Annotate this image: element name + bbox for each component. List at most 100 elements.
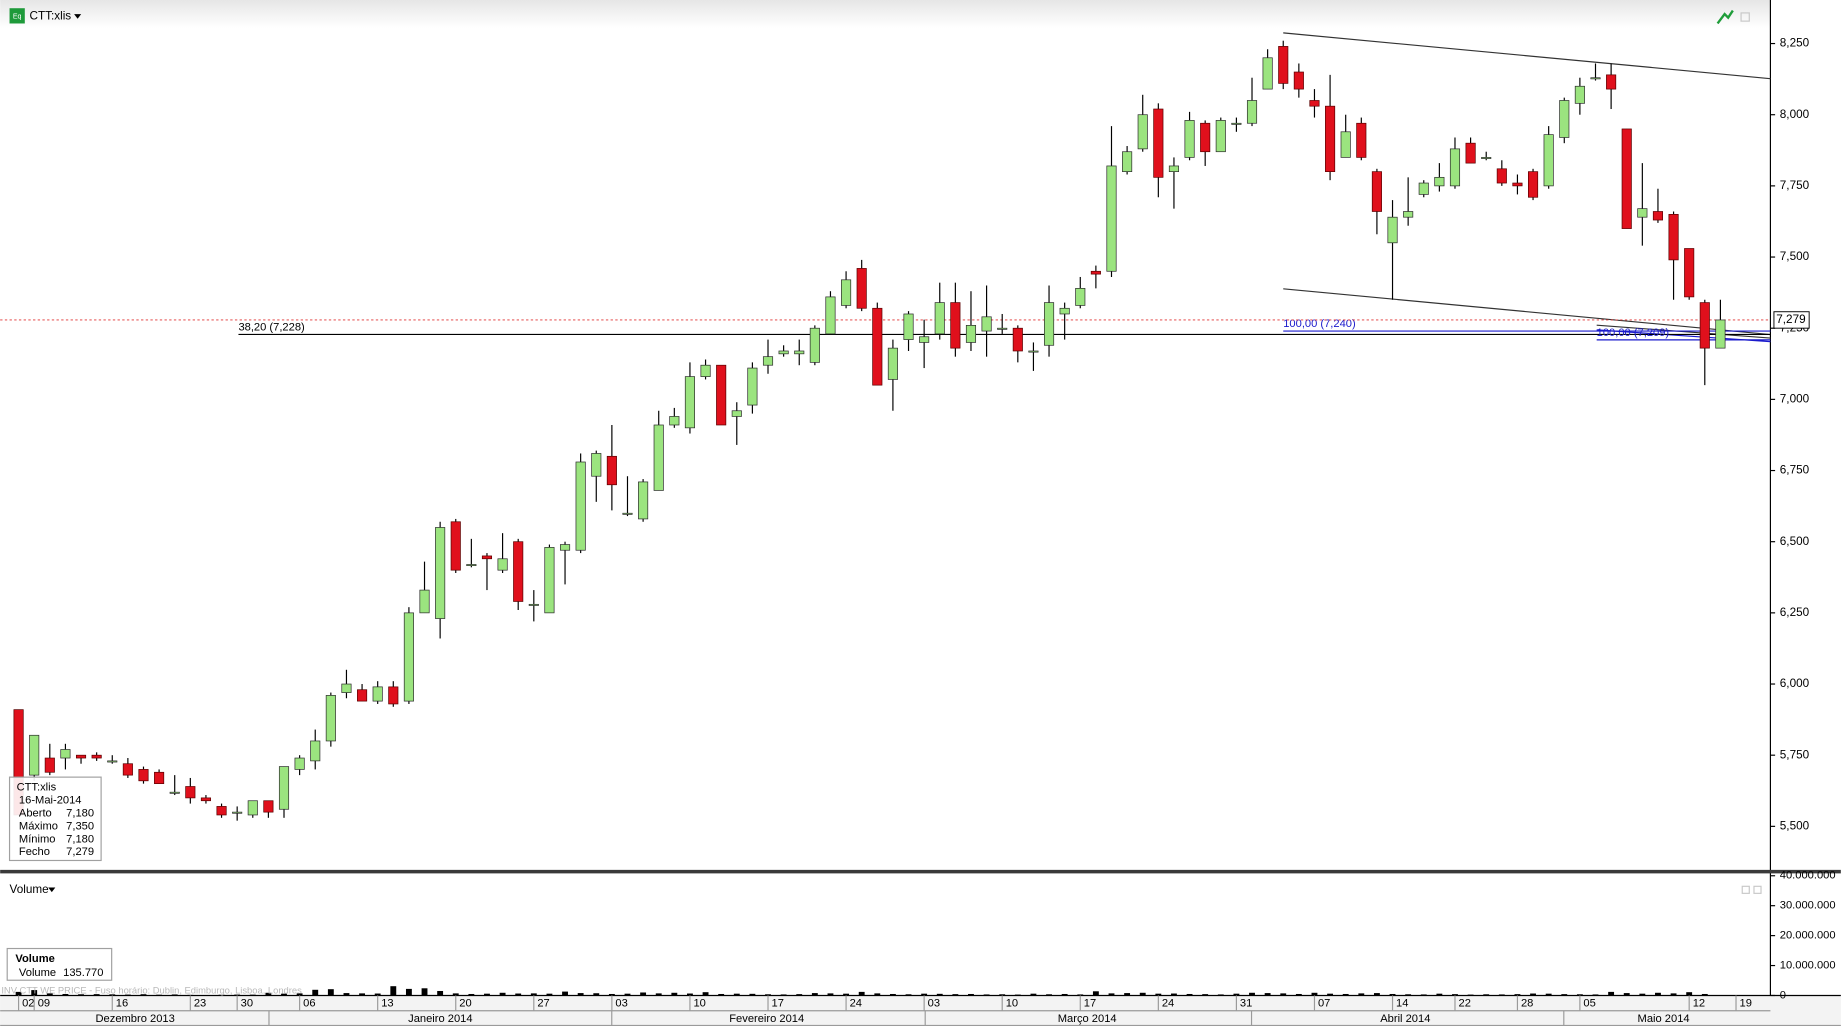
volume-bar xyxy=(109,994,116,996)
dropdown-arrow[interactable] xyxy=(74,14,82,19)
volume-bar xyxy=(515,993,522,996)
candle-body xyxy=(310,740,321,762)
candle-body xyxy=(825,296,836,335)
volume-bar xyxy=(343,993,350,996)
y-tick-label: 5,750 xyxy=(1780,748,1810,761)
panel-icon[interactable] xyxy=(1753,885,1762,894)
candle-body xyxy=(185,786,196,799)
volume-bar xyxy=(218,994,225,996)
candle-body xyxy=(950,302,961,349)
candle-body xyxy=(200,797,211,802)
volume-y-tick-label: 20.000.000 xyxy=(1780,930,1836,942)
candle-body xyxy=(1559,100,1570,138)
volume-bar xyxy=(1077,994,1084,996)
volume-bar xyxy=(1405,994,1412,996)
panel-icon[interactable] xyxy=(1740,12,1750,22)
candle-body xyxy=(934,302,945,335)
candle-body xyxy=(450,521,461,571)
candle-body xyxy=(1309,100,1320,107)
volume-bar xyxy=(968,993,974,996)
candle-body xyxy=(669,416,680,426)
candle-body xyxy=(1590,77,1601,80)
volume-bar xyxy=(562,991,568,996)
level-label: 100,00 (7,209) xyxy=(1597,327,1670,339)
x-tick-label: 24 xyxy=(850,998,862,1010)
candle-body xyxy=(1465,142,1476,164)
volume-bar xyxy=(608,993,615,996)
x-tick-label: 24 xyxy=(1162,998,1174,1010)
volume-bar xyxy=(1561,994,1568,996)
candle-body xyxy=(606,455,617,486)
volume-bar xyxy=(1264,993,1271,996)
annotation-layer: 38,20 (7,228) 100,00 (7,240) 100,00 (7,209… xyxy=(0,318,1771,341)
candle-body xyxy=(1200,122,1211,153)
volume-bar xyxy=(46,993,53,996)
candle-body xyxy=(919,336,930,343)
y-tick-label: 7,500 xyxy=(1780,250,1810,263)
x-tick-label: 12 xyxy=(1693,998,1705,1010)
symbol-icon[interactable] xyxy=(9,8,25,24)
candle-body xyxy=(559,544,571,551)
tooltip-label: Máximo xyxy=(19,820,58,832)
tooltip-label: Mínimo xyxy=(19,833,56,845)
candle-body xyxy=(1090,270,1101,275)
candle-body xyxy=(1356,122,1367,158)
volume-bar xyxy=(1670,993,1677,996)
volume-bar xyxy=(687,993,693,996)
candle-body xyxy=(1715,319,1726,349)
candle-body xyxy=(1137,114,1148,150)
volume-bar xyxy=(156,994,163,996)
chart-title[interactable]: CTT:xlis xyxy=(30,10,72,23)
volume-bar xyxy=(1186,993,1193,996)
volume-bar xyxy=(1436,993,1443,996)
volume-bar xyxy=(1202,994,1209,996)
candle-body xyxy=(700,364,711,377)
month-label: Fevereiro 2014 xyxy=(729,1013,804,1025)
candle-body xyxy=(1684,248,1695,298)
candle-body xyxy=(528,603,539,606)
tooltip-value: 7,180 xyxy=(66,807,94,819)
panel-icon[interactable] xyxy=(1741,885,1750,894)
volume-bar xyxy=(1108,993,1115,996)
x-tick-label: 10 xyxy=(693,998,705,1010)
volume-bar xyxy=(1280,993,1287,996)
volume-bar xyxy=(312,989,319,996)
volume-bar xyxy=(1389,993,1396,996)
candle-body xyxy=(778,350,789,355)
dropdown-arrow[interactable] xyxy=(48,887,56,893)
volume-bar xyxy=(718,993,725,996)
y-tick-label: 8,250 xyxy=(1780,37,1810,50)
volume-bar xyxy=(796,994,803,996)
volume-bar xyxy=(874,993,881,996)
candle-body xyxy=(1012,327,1023,352)
y-tick-label: 7,000 xyxy=(1780,392,1810,405)
volume-bar xyxy=(1701,993,1708,996)
candle-body xyxy=(1403,211,1414,218)
candle-body xyxy=(762,356,774,366)
volume-bar xyxy=(1592,994,1599,996)
candle-body xyxy=(1075,288,1086,306)
candle-body xyxy=(575,461,586,551)
volume-bar xyxy=(1373,993,1380,996)
footer-note: INV CTT WE PRICE - Fuso horário: Dublin,… xyxy=(1,984,302,995)
x-tick-label: 30 xyxy=(241,998,253,1010)
month-label: Abril 2014 xyxy=(1380,1013,1430,1025)
x-tick-label: 17 xyxy=(1084,998,1096,1010)
candle-body xyxy=(638,481,649,520)
volume-bar xyxy=(624,993,631,996)
volume-title[interactable]: Volume xyxy=(10,883,49,896)
volume-bar xyxy=(93,994,100,996)
volume-bar xyxy=(1358,993,1365,996)
candle-body xyxy=(1043,302,1055,346)
volume-bar xyxy=(655,993,662,996)
candle-body xyxy=(809,327,820,363)
candle-body xyxy=(731,410,742,417)
candle-body xyxy=(684,376,695,429)
y-tick-label: 6,500 xyxy=(1780,535,1810,548)
trend-icon[interactable] xyxy=(1716,9,1734,25)
candle-body xyxy=(1606,74,1617,90)
volume-bar xyxy=(1467,994,1474,996)
candle-body xyxy=(1574,85,1585,104)
